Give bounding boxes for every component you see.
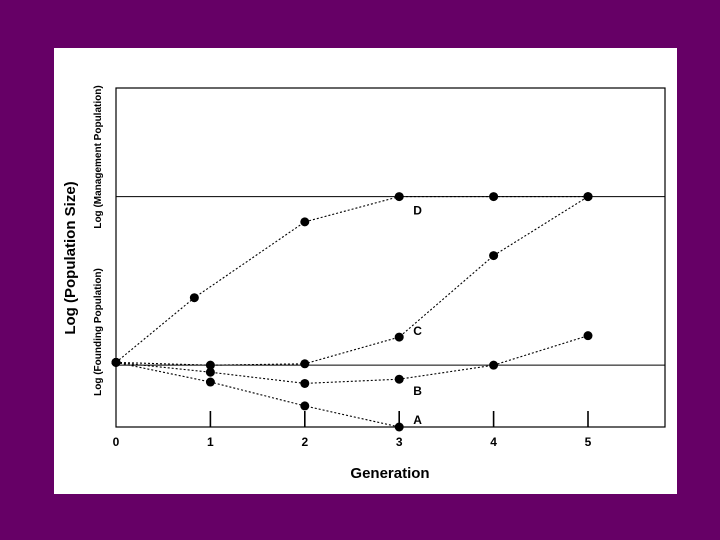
series-label-B: B <box>413 384 422 398</box>
data-point-C-1 <box>205 360 215 370</box>
data-point-C-4 <box>489 251 499 261</box>
data-point-D-2 <box>300 217 310 227</box>
x-tick-label-0: 0 <box>113 435 120 449</box>
data-point-B-2 <box>300 378 310 388</box>
data-point-C-2 <box>300 359 310 369</box>
data-point-A-1 <box>205 377 215 387</box>
slide-area: D C B A 0 1 2 3 4 5 Generation Log (Population S… <box>54 48 677 494</box>
data-point-B-4 <box>489 360 499 370</box>
x-tick-label-2: 2 <box>301 435 308 449</box>
series-line-C <box>115 196 589 366</box>
data-point-B-1 <box>205 367 215 377</box>
series-label-A: A <box>413 413 422 427</box>
line-chart: D C B A 0 1 2 3 4 5 Generation Log (Population S… <box>62 85 666 482</box>
plot-frame <box>115 87 666 428</box>
series-line-A <box>115 361 400 428</box>
y-axis-label: Log (Population Size) <box>62 181 79 334</box>
data-point-C-3 <box>394 332 404 342</box>
y-axis-label-lower: Log (Founding Population) <box>93 268 104 396</box>
data-point-D-4 <box>489 192 499 202</box>
x-tick-label-1: 1 <box>207 435 214 449</box>
series-label-C: C <box>413 324 422 338</box>
series-line-B <box>115 335 589 384</box>
x-tick-label-5: 5 <box>585 435 592 449</box>
data-point-A-0 <box>111 357 121 367</box>
x-tick-label-3: 3 <box>396 435 403 449</box>
data-point-A-2 <box>300 401 310 411</box>
series-line-D <box>115 196 588 363</box>
y-axis-label-upper: Log (Management Population) <box>93 85 104 228</box>
x-tick-label-4: 4 <box>490 435 497 449</box>
data-point-D-1 <box>189 293 199 303</box>
data-point-C-5 <box>583 192 593 202</box>
data-point-B-3 <box>394 374 404 384</box>
x-axis-label: Generation <box>350 465 429 482</box>
series-label-D: D <box>413 204 422 218</box>
data-point-D-3 <box>394 192 404 202</box>
data-point-B-5 <box>583 331 593 341</box>
